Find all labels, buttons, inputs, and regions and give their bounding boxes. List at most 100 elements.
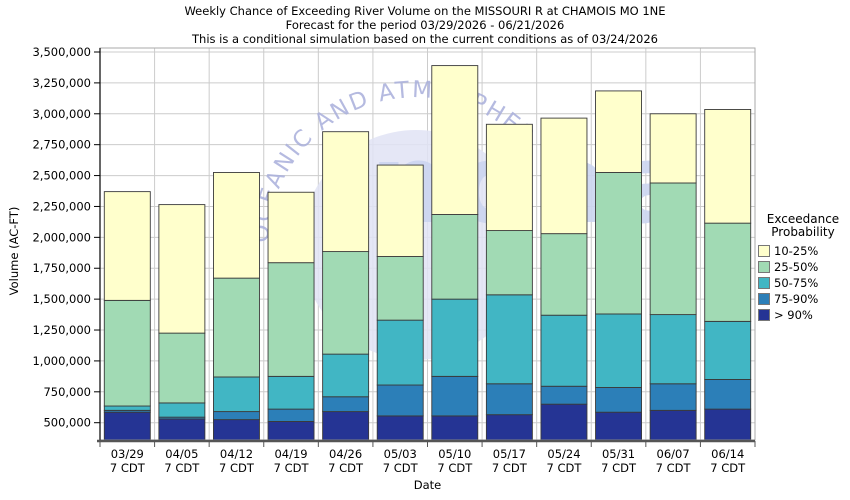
bar-segment bbox=[485, 383, 533, 416]
bar-segment bbox=[158, 204, 206, 334]
bar-segment bbox=[376, 384, 424, 417]
bar-segment bbox=[704, 379, 752, 410]
chart-subtitle-period: Forecast for the period 03/29/2026 - 06/… bbox=[285, 18, 565, 32]
bar-segment bbox=[595, 387, 642, 413]
legend-swatch bbox=[758, 260, 770, 273]
y-tick-label: 3,500,000 bbox=[32, 45, 91, 59]
bar-segment bbox=[376, 256, 424, 321]
bar-segment bbox=[595, 172, 642, 315]
x-tick-label-date: 06/07 bbox=[657, 447, 690, 461]
legend-swatch bbox=[758, 292, 770, 305]
bar-segment bbox=[267, 421, 315, 441]
bar-segment bbox=[103, 411, 151, 441]
bar-segment bbox=[322, 411, 370, 441]
legend-item-label: 10-25% bbox=[774, 243, 819, 258]
bar-segment bbox=[158, 402, 206, 418]
bar-segment bbox=[213, 376, 260, 413]
bar-segment bbox=[595, 313, 642, 388]
x-tick-label-time: 7 CDT bbox=[328, 461, 364, 475]
bar-segment bbox=[704, 109, 752, 224]
bar-segment bbox=[431, 214, 479, 300]
bar-segment bbox=[267, 408, 315, 422]
y-tick-label: 2,000,000 bbox=[32, 230, 91, 244]
legend-item: 75-90% bbox=[758, 292, 849, 306]
bar-segment bbox=[704, 408, 752, 441]
legend: Exceedance Probability 10-25% 25-50% 50-75… bbox=[757, 213, 849, 324]
bar-segment bbox=[103, 299, 151, 407]
x-tick-label-date: 06/14 bbox=[711, 447, 744, 461]
bar-segment bbox=[213, 411, 260, 421]
bar-segment bbox=[485, 414, 533, 441]
bar-segment bbox=[540, 233, 588, 316]
x-tick-label-time: 7 CDT bbox=[437, 461, 473, 475]
legend-item: 25-50% bbox=[758, 259, 849, 274]
x-tick-label-date: 05/24 bbox=[547, 447, 580, 461]
bar-segment bbox=[431, 65, 479, 215]
bar-segment bbox=[376, 415, 424, 441]
y-tick-label: 1,250,000 bbox=[32, 323, 91, 337]
legend-item: 10-25% bbox=[758, 243, 849, 258]
chart-subtitle-conditions: This is a conditional simulation based o… bbox=[192, 32, 658, 46]
bar-segment bbox=[376, 164, 424, 257]
bar-segment bbox=[158, 418, 206, 441]
x-tick-label-date: 04/12 bbox=[220, 447, 253, 461]
legend-item-list: 10-25% 25-50% 50-75% 75-90% > 90% bbox=[757, 243, 849, 322]
bar-segment bbox=[322, 396, 370, 413]
bar-segment bbox=[649, 113, 697, 184]
x-tick-label-time: 7 CDT bbox=[547, 461, 583, 475]
legend-item-label: 50-75% bbox=[774, 275, 819, 290]
x-tick-label-time: 7 CDT bbox=[656, 461, 692, 475]
bar-segment bbox=[103, 191, 151, 301]
legend-swatch bbox=[758, 244, 770, 257]
bar-segment bbox=[595, 411, 642, 441]
x-tick-label-date: 05/10 bbox=[438, 447, 471, 461]
legend-title: Exceedance Probability bbox=[766, 212, 840, 239]
x-tick-label-time: 7 CDT bbox=[164, 461, 200, 475]
bar-segment bbox=[540, 385, 588, 405]
y-tick-label: 1,000,000 bbox=[32, 354, 91, 368]
bar-segment bbox=[213, 277, 260, 378]
bar-segment bbox=[540, 314, 588, 387]
legend-swatch bbox=[758, 308, 770, 321]
x-tick-label-time: 7 CDT bbox=[274, 461, 310, 475]
y-tick-label: 3,250,000 bbox=[32, 76, 91, 90]
bar-segment bbox=[267, 262, 315, 377]
bar-segment bbox=[485, 123, 533, 232]
bar-segment bbox=[376, 319, 424, 386]
bar-segment bbox=[322, 251, 370, 355]
bar-segment bbox=[649, 314, 697, 385]
chart-title: Weekly Chance of Exceeding River Volume … bbox=[184, 4, 666, 18]
bar-segment bbox=[485, 230, 533, 296]
x-tick-label-time: 7 CDT bbox=[492, 461, 528, 475]
x-tick-label-time: 7 CDT bbox=[383, 461, 419, 475]
y-tick-label: 1,500,000 bbox=[32, 292, 91, 306]
bar-segment bbox=[322, 353, 370, 398]
bar-segment bbox=[431, 298, 479, 377]
bar-segment bbox=[103, 405, 151, 411]
x-tick-label-time: 7 CDT bbox=[110, 461, 146, 475]
y-tick-label: 750,000 bbox=[43, 385, 91, 399]
x-tick-label-date: 04/26 bbox=[329, 447, 362, 461]
x-tick-label-time: 7 CDT bbox=[710, 461, 746, 475]
bar-segment bbox=[704, 222, 752, 322]
x-tick-label-date: 03/29 bbox=[111, 447, 144, 461]
legend-swatch bbox=[758, 276, 770, 289]
bar-segment bbox=[649, 182, 697, 316]
bar-segment bbox=[595, 90, 642, 173]
x-tick-label-date: 05/31 bbox=[602, 447, 635, 461]
legend-item-label: > 90% bbox=[774, 307, 813, 322]
bar-segment bbox=[485, 294, 533, 385]
x-tick-label-date: 04/05 bbox=[165, 447, 198, 461]
x-tick-label-date: 04/19 bbox=[274, 447, 307, 461]
bar-segment bbox=[431, 375, 479, 417]
legend-item: 50-75% bbox=[758, 275, 849, 290]
bar-segment bbox=[649, 409, 697, 441]
bar-segment bbox=[431, 415, 479, 441]
bar-segment bbox=[213, 172, 260, 279]
y-tick-label: 2,750,000 bbox=[32, 138, 91, 152]
legend-item-label: 25-50% bbox=[774, 259, 819, 274]
bar-segment bbox=[267, 375, 315, 410]
x-tick-label-time: 7 CDT bbox=[601, 461, 637, 475]
